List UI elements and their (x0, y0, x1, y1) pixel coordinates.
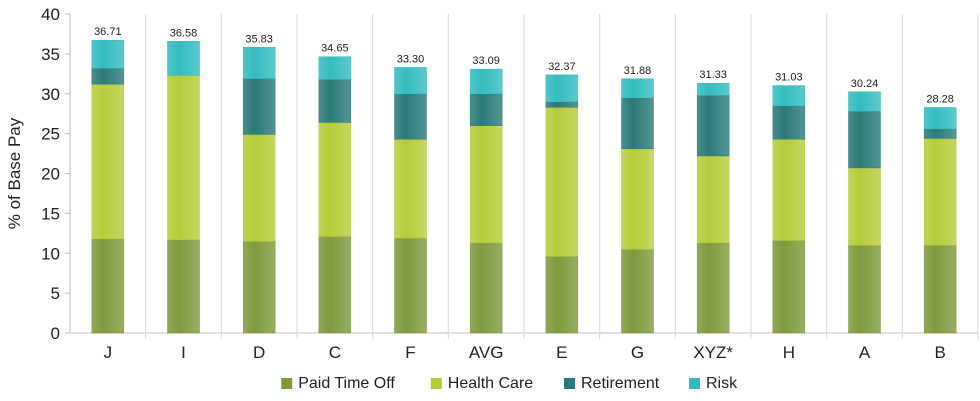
y-tick-label: 15 (41, 204, 60, 223)
bar-total-label: 33.30 (397, 53, 425, 65)
bar-segment-retirement (696, 95, 730, 157)
bar-total-label: 35.83 (245, 33, 273, 45)
bar-segment-paid-time-off (696, 242, 730, 334)
bar-total-label: 31.33 (699, 69, 727, 81)
x-category-label: B (934, 343, 945, 362)
y-tick-label: 20 (41, 165, 60, 184)
y-tick-label: 40 (41, 5, 60, 24)
y-tick-label: 25 (41, 125, 60, 144)
x-category-label: F (405, 343, 415, 362)
bar-segment-paid-time-off (848, 245, 881, 334)
bar-segment-retirement (242, 78, 276, 135)
bar-segment-retirement (469, 93, 503, 126)
bar-segment-paid-time-off (91, 238, 125, 334)
bar-total-label: 36.71 (94, 26, 122, 38)
bar-segment-health-care (167, 75, 200, 240)
bar-segment-retirement (923, 128, 957, 139)
bar-segment-risk (772, 85, 806, 106)
bar-total-label: 36.58 (170, 27, 198, 39)
bar-segment-retirement (848, 111, 881, 169)
bar-segment-risk (394, 67, 427, 95)
legend-swatch-risk (689, 378, 700, 389)
bar-segment-health-care (469, 125, 503, 244)
bar-segment-paid-time-off (923, 245, 957, 334)
legend-label: Paid Time Off (298, 375, 395, 392)
y-tick-label: 0 (51, 324, 60, 343)
bar-total-label: 31.03 (775, 72, 803, 84)
x-category-label: A (859, 343, 871, 362)
bar-segment-health-care (318, 122, 352, 237)
x-category-label: E (556, 343, 567, 362)
bar-segment-health-care (696, 155, 730, 244)
x-category-label: J (104, 343, 113, 362)
y-tick-label: 5 (51, 284, 60, 303)
bar-segment-health-care (242, 134, 276, 242)
bar-segment-retirement (394, 93, 427, 140)
x-category-label: C (329, 343, 341, 362)
x-category-label: AVG (469, 343, 504, 362)
y-tick-label: 10 (41, 244, 60, 263)
bar-segment-retirement (621, 97, 654, 150)
bar-segment-retirement (772, 105, 806, 140)
y-axis-title: % of Base Pay (5, 117, 24, 229)
bar-segment-paid-time-off (242, 241, 276, 334)
bar-segment-paid-time-off (167, 239, 200, 334)
bar-segment-paid-time-off (394, 237, 427, 334)
bar-segment-health-care (394, 138, 427, 239)
bar-segment-retirement (318, 79, 352, 123)
bar-segment-paid-time-off (318, 236, 352, 334)
legend-swatch-health-care (430, 378, 442, 389)
bar-segment-risk (242, 47, 276, 79)
x-category-label: XYZ* (693, 343, 733, 362)
x-category-label: H (783, 343, 795, 362)
bar-segment-risk (621, 78, 654, 98)
x-category-label: G (631, 343, 644, 362)
bar-segment-risk (848, 91, 881, 112)
bar-segment-health-care (848, 167, 881, 246)
bar-segment-paid-time-off (772, 240, 806, 334)
bar-segment-health-care (621, 148, 654, 250)
bar-total-label: 32.37 (548, 61, 576, 73)
legend-label: Risk (706, 375, 738, 392)
bar-total-label: 34.65 (321, 43, 349, 55)
bar-total-label: 31.88 (624, 65, 652, 77)
bar-total-label: 28.28 (926, 93, 954, 105)
bar-segment-paid-time-off (621, 249, 654, 334)
bar-segment-paid-time-off (469, 242, 503, 334)
legend-swatch-paid-time-off (281, 378, 293, 389)
legend-label: Retirement (581, 375, 660, 392)
legend-label: Health Care (448, 375, 533, 392)
bar-segment-risk (696, 82, 730, 96)
bar-segment-retirement (91, 67, 125, 85)
bar-total-label: 30.24 (851, 78, 879, 90)
bar-total-label: 33.09 (472, 55, 500, 67)
bar-segment-health-care (545, 107, 579, 257)
y-tick-label: 30 (41, 85, 60, 104)
bar-segment-risk (318, 56, 352, 80)
bar-segment-risk (167, 41, 200, 76)
bar-segment-paid-time-off (545, 256, 579, 334)
bar-segment-risk (91, 39, 125, 69)
bar-segment-risk (545, 74, 579, 102)
bar-segment-retirement (545, 101, 579, 108)
bar-segment-risk (469, 68, 503, 94)
x-category-label: D (253, 343, 265, 362)
x-category-label: I (181, 343, 186, 362)
bar-segment-health-care (923, 138, 957, 246)
bar-segment-risk (923, 107, 957, 130)
legend-swatch-retirement (564, 378, 575, 389)
bar-segment-health-care (772, 138, 806, 241)
bar-segment-health-care (91, 83, 125, 240)
y-tick-label: 35 (41, 45, 60, 64)
